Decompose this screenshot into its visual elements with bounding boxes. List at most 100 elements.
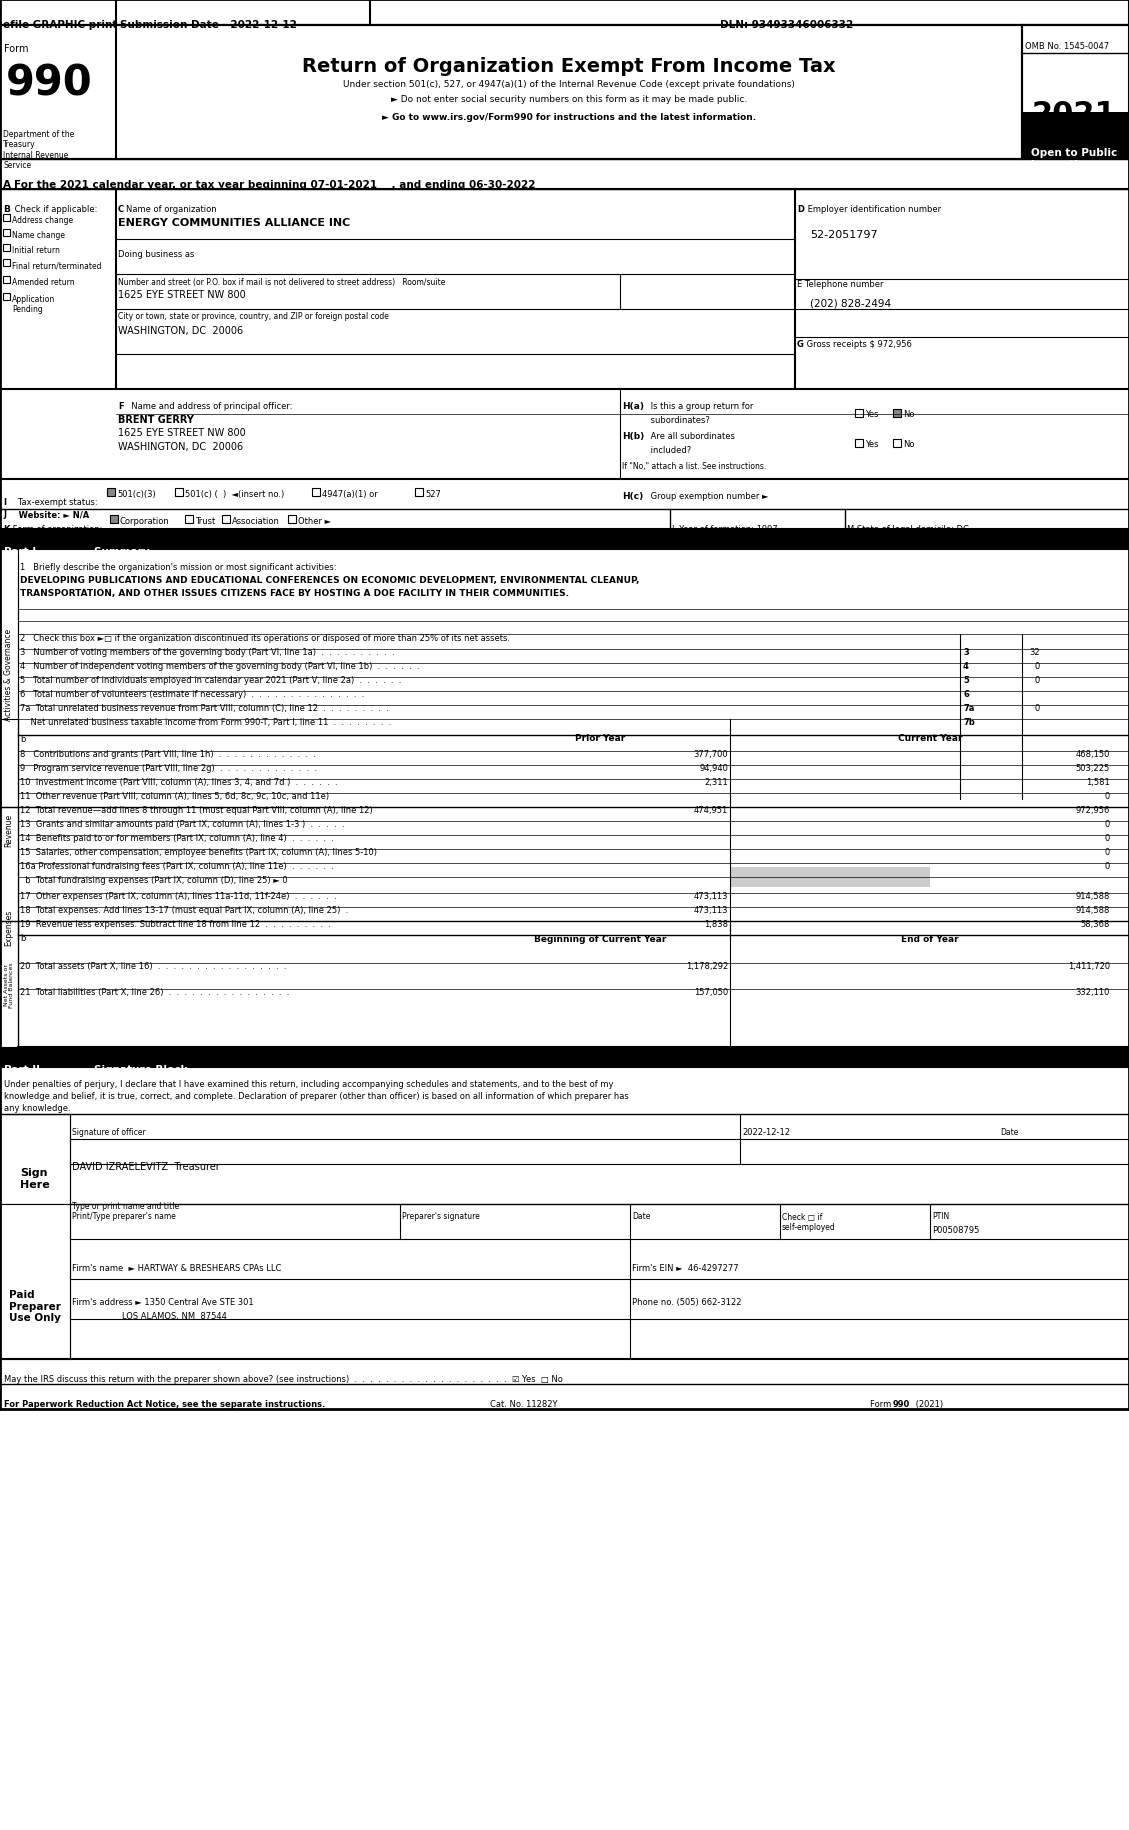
Text: End of Year: End of Year [901,935,959,944]
Text: Net unrelated business taxable income from Form 990-T, Part I, line 11  .  .  . : Net unrelated business taxable income fr… [20,717,392,727]
Text: No: No [903,439,914,448]
Text: 503,225: 503,225 [1076,763,1110,772]
Text: b  Total fundraising expenses (Part IX, column (D), line 25) ► 0: b Total fundraising expenses (Part IX, c… [20,875,288,884]
Text: Yes: Yes [865,410,878,419]
Text: Employer identification number: Employer identification number [805,205,942,214]
Bar [0,922,18,1047]
Text: 4   Number of independent voting members of the governing body (Part VI, line 1b: 4 Number of independent voting members o… [20,662,420,670]
Bar [0,549,18,800]
Text: 0: 0 [1105,847,1110,856]
Text: Firm's EIN ►  46-4297277: Firm's EIN ► 46-4297277 [632,1263,738,1272]
Bar [1022,26,1129,159]
Text: H(b): H(b) [622,432,645,441]
Text: 0: 0 [1035,662,1040,670]
Text: Sign
Here: Sign Here [20,1168,50,1190]
Text: Amended return: Amended return [12,278,75,287]
Text: 501(c)(3): 501(c)(3) [117,490,156,500]
Text: 1,079,610: 1,079,610 [1068,1045,1110,1054]
Text: If "No," attach a list. See instructions.: If "No," attach a list. See instructions… [622,461,767,470]
Bar [185,516,193,523]
Bar [0,719,18,939]
Text: any knowledge.: any knowledge. [5,1103,71,1113]
Text: 473,113: 473,113 [693,891,728,900]
Text: A: A [3,179,11,190]
Text: Initial return: Initial return [12,245,60,254]
Text: 52-2051797: 52-2051797 [809,231,877,240]
Text: 94,940: 94,940 [699,763,728,772]
Text: 4947(a)(1) or: 4947(a)(1) or [322,490,378,500]
Text: efile GRAPHIC print: efile GRAPHIC print [3,20,117,29]
Text: Doing business as: Doing business as [119,251,194,258]
Text: 914,588: 914,588 [1076,891,1110,900]
Text: 0: 0 [1105,792,1110,800]
Text: DAVID IZRAELEVITZ  Treasurer: DAVID IZRAELEVITZ Treasurer [72,1162,220,1171]
Text: G: G [797,340,804,350]
Text: 11  Other revenue (Part VIII, column (A), lines 5, 6d, 8c, 9c, 10c, and 11e): 11 Other revenue (Part VIII, column (A),… [20,792,330,800]
Text: 0: 0 [1105,833,1110,842]
Text: 527: 527 [425,490,441,500]
Bar [893,410,901,417]
Text: Check □ if: Check □ if [782,1211,822,1221]
Text: Application
Pending: Application Pending [12,295,55,315]
Text: 6: 6 [963,690,969,699]
Text: 17  Other expenses (Part IX, column (A), lines 11a-11d, 11f-24e)  .  .  .  .  . : 17 Other expenses (Part IX, column (A), … [20,891,336,900]
Text: L Year of formation: 1997: L Year of formation: 1997 [672,525,778,534]
Text: D: D [797,205,804,214]
Bar [0,159,1129,190]
Text: Name of organization: Name of organization [126,205,217,214]
Text: Firm's address ► 1350 Central Ave STE 301: Firm's address ► 1350 Central Ave STE 30… [72,1297,254,1307]
Text: P00508795: P00508795 [933,1226,979,1233]
Text: 468,150: 468,150 [1076,750,1110,759]
Text: Form: Form [5,44,28,53]
Text: 914,588: 914,588 [1076,906,1110,915]
Text: 0: 0 [1035,703,1040,712]
Text: 18  Total expenses. Add lines 13-17 (must equal Part IX, column (A), line 25)  .: 18 Total expenses. Add lines 13-17 (must… [20,906,348,915]
Text: Signature Block: Signature Block [65,1065,187,1074]
Text: 332,110: 332,110 [1076,988,1110,997]
Text: OMB No. 1545-0047: OMB No. 1545-0047 [1025,42,1109,51]
Bar [0,1204,70,1360]
Text: 1   Briefly describe the organization's mission or most significant activities:: 1 Briefly describe the organization's mi… [20,562,336,571]
Text: 9   Program service revenue (Part VIII, line 2g)  .  .  .  .  .  .  .  .  .  .  : 9 Program service revenue (Part VIII, li… [20,763,317,772]
Text: Department of the
Treasury
Internal Revenue
Service: Department of the Treasury Internal Reve… [3,130,75,170]
Text: DLN: 93493346006332: DLN: 93493346006332 [720,20,854,29]
Bar [312,489,320,496]
Text: Net Assets or
Fund Balances: Net Assets or Fund Balances [3,961,15,1006]
Bar [0,1047,1129,1067]
Bar [3,295,10,300]
Text: May the IRS discuss this return with the preparer shown above? (see instructions: May the IRS discuss this return with the… [5,1374,563,1383]
Text: 10  Investment income (Part VIII, column (A), lines 3, 4, and 7d )  .  .  .  .  : 10 Investment income (Part VIII, column … [20,778,338,787]
Text: Summary: Summary [65,547,150,556]
Text: WASHINGTON, DC  20006: WASHINGTON, DC 20006 [119,326,243,337]
Text: DEVELOPING PUBLICATIONS AND EDUCATIONAL CONFERENCES ON ECONOMIC DEVELOPMENT, ENV: DEVELOPING PUBLICATIONS AND EDUCATIONAL … [20,576,639,584]
Text: Under section 501(c), 527, or 4947(a)(1) of the Internal Revenue Code (except pr: Under section 501(c), 527, or 4947(a)(1)… [343,81,795,90]
Text: 7a: 7a [963,703,974,712]
Text: 3   Number of voting members of the governing body (Part VI, line 1a)  .  .  .  : 3 Number of voting members of the govern… [20,648,395,657]
Text: H(c): H(c) [622,492,644,501]
Text: 2   Check this box ►□ if the organization discontinued its operations or dispose: 2 Check this box ►□ if the organization … [20,633,510,642]
Text: 16a Professional fundraising fees (Part IX, column (A), line 11e)  .  .  .  .  .: 16a Professional fundraising fees (Part … [20,862,334,871]
Text: 0: 0 [1035,675,1040,684]
Text: Group exemption number ►: Group exemption number ► [648,492,769,501]
Bar [175,489,183,496]
Bar [3,245,10,253]
Text: Association: Association [231,516,280,525]
Text: K: K [3,525,9,534]
Bar [0,807,18,1047]
Text: 7b: 7b [963,717,974,727]
Text: Trust: Trust [195,516,216,525]
Text: Check if applicable:: Check if applicable: [12,205,97,214]
Text: I: I [3,498,6,507]
Bar [0,0,1129,26]
Text: 13  Grants and similar amounts paid (Part IX, column (A), lines 1-3 )  .  .  .  : 13 Grants and similar amounts paid (Part… [20,820,344,829]
Text: Expenses: Expenses [5,910,14,946]
Text: Paid
Preparer
Use Only: Paid Preparer Use Only [9,1290,61,1323]
Text: Beginning of Current Year: Beginning of Current Year [534,935,666,944]
Text: 4: 4 [963,662,969,670]
Text: 8   Contributions and grants (Part VIII, line 1h)  .  .  .  .  .  .  .  .  .  . : 8 Contributions and grants (Part VIII, l… [20,750,316,759]
Text: 473,113: 473,113 [693,906,728,915]
Bar [288,516,296,523]
Bar [1022,113,1129,159]
Text: Part II: Part II [5,1065,40,1074]
Text: 2,311: 2,311 [704,778,728,787]
